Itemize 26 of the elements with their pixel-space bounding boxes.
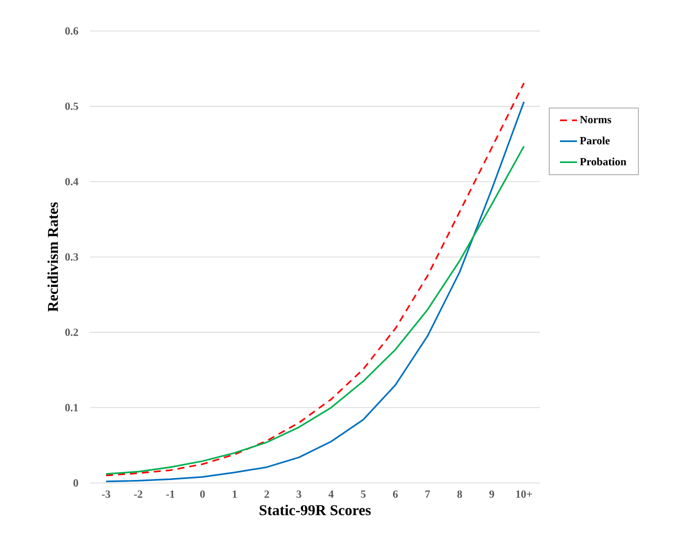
y-axis-title: Recidivism Rates (47, 202, 58, 312)
x-tick-label: 8 (457, 490, 462, 498)
x-tick-label: 0 (200, 490, 205, 498)
y-tick-label: 0.4 (65, 178, 78, 186)
x-tick-label: -2 (134, 490, 142, 498)
x-tick-label: 6 (393, 490, 398, 498)
y-tick-label: 0.3 (65, 253, 78, 261)
x-tick-label: 2 (264, 490, 270, 498)
x-tick-label: 9 (489, 490, 494, 498)
y-tick-label: 0.6 (65, 27, 78, 35)
x-tick-label: 7 (425, 490, 430, 498)
y-tick-label: 0.2 (65, 328, 78, 336)
legend-label: Norms (580, 116, 612, 124)
x-tick-label: -3 (102, 490, 110, 498)
y-tick-label: 0.5 (65, 102, 78, 110)
x-tick-label: 1 (232, 490, 237, 498)
y-tick-label: 0 (73, 479, 78, 487)
legend-label: Probation (580, 158, 626, 166)
x-tick-label: 10+ (516, 490, 532, 498)
y-tick-label: 0.1 (65, 404, 78, 412)
x-tick-label: 3 (296, 490, 302, 498)
x-tick-label: -1 (166, 490, 174, 498)
x-tick-label: 4 (328, 490, 334, 498)
x-tick-label: 5 (360, 490, 366, 498)
legend-label: Parole (580, 136, 610, 144)
x-axis-title: Static-99R Scores (260, 504, 371, 516)
